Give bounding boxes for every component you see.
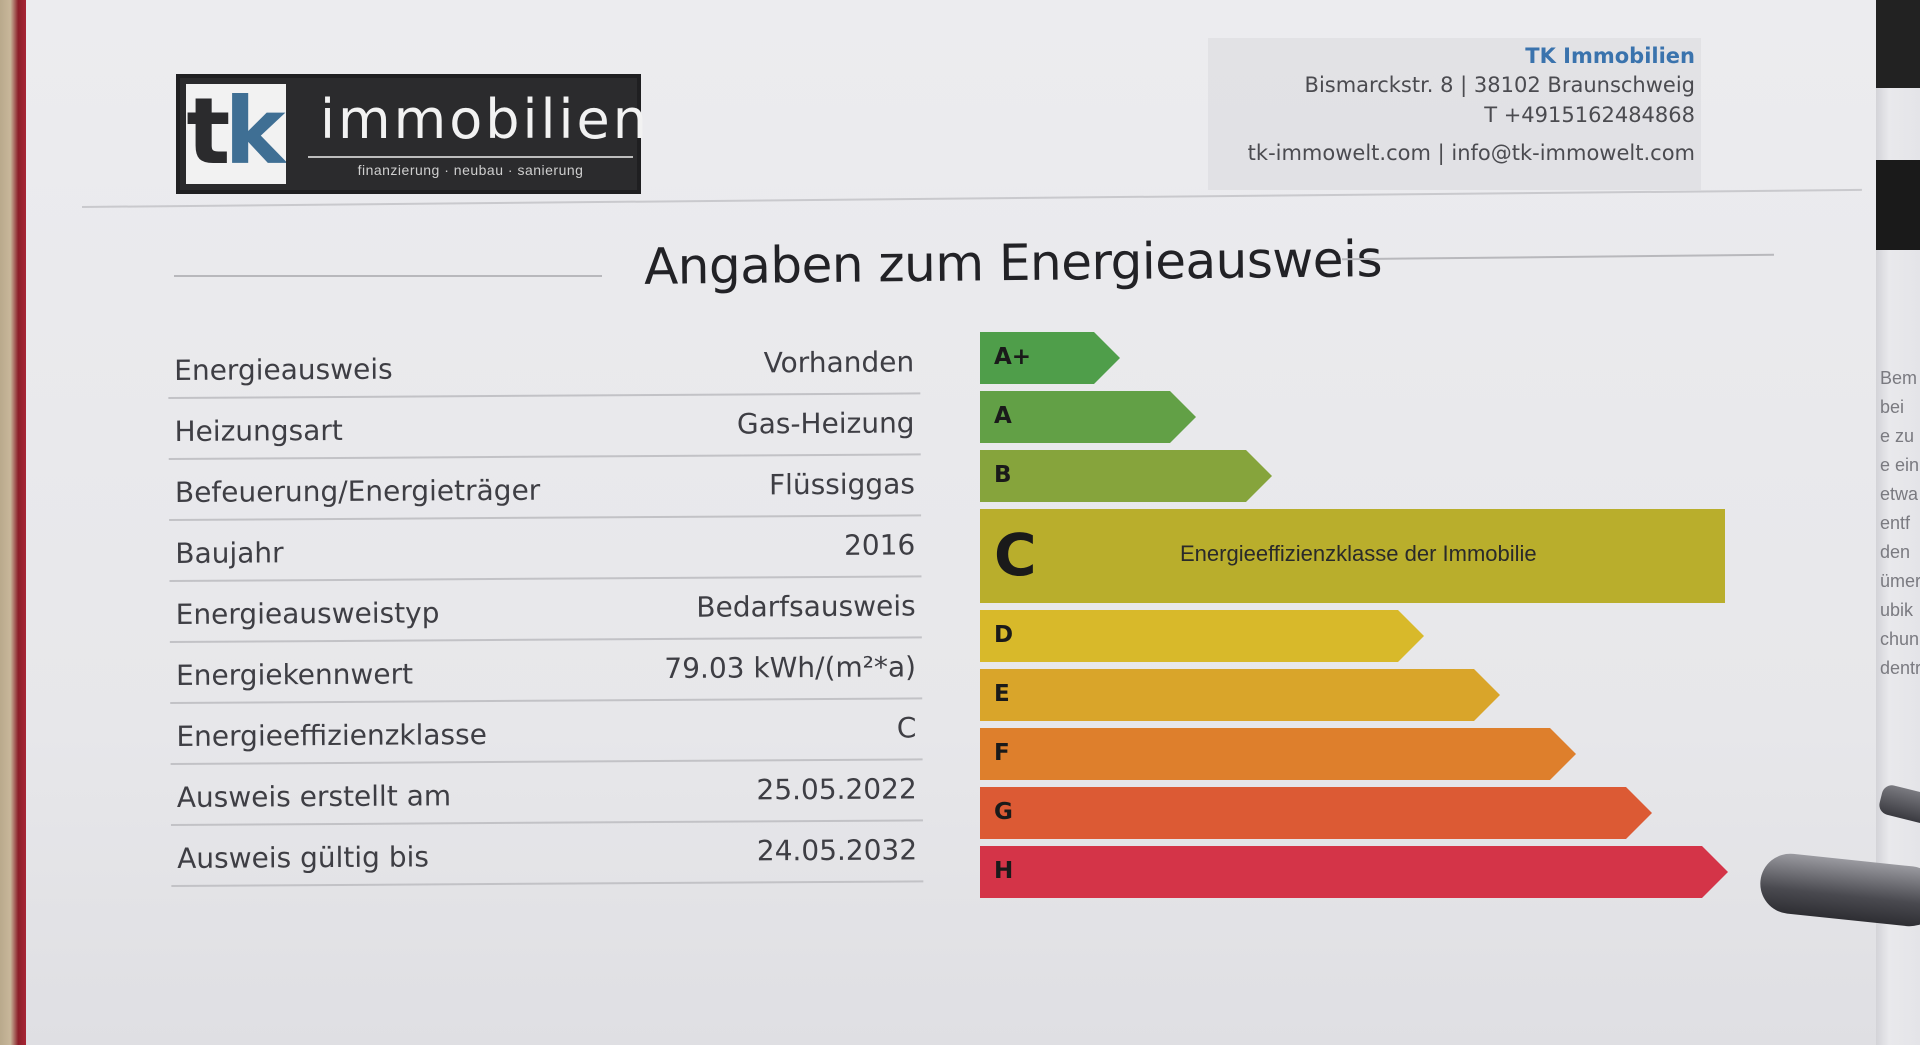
logo-divider [308, 156, 633, 158]
details-value: 25.05.2022 [756, 772, 917, 807]
energy-class-label: B [994, 462, 1012, 488]
details-value: Flüssiggas [768, 467, 916, 502]
logo-mark-t: t [186, 84, 230, 184]
details-label: Energiekennwert [175, 657, 414, 692]
edge-text-fragment: Bem [1880, 368, 1918, 388]
title-rule-right [1342, 253, 1774, 261]
details-value: 79.03 kWh/(m²*a) [664, 650, 917, 685]
edge-text-fragment: chun [1880, 629, 1920, 649]
energy-details-table: Energieausweis Vorhanden Heizungsart Gas-He… [168, 333, 924, 887]
energy-class-label: E [994, 681, 1010, 707]
details-row: Energiekennwert 79.03 kWh/(m²*a) [169, 638, 923, 704]
details-row: Energieausweistyp Bedarfsausweis [169, 577, 922, 643]
details-row: Ausweis gültig bis 24.05.2032 [170, 821, 924, 887]
details-label: Ausweis gültig bis [177, 840, 430, 875]
details-row: Befeuerung/Energieträger Flüssiggas [168, 455, 922, 521]
details-row: Ausweis erstellt am 25.05.2022 [170, 760, 923, 826]
energy-class-bar-aplus [980, 332, 1120, 384]
details-row: Energieeffizienzklasse C [170, 699, 923, 765]
details-row: Baujahr 2016 [169, 516, 922, 582]
energy-class-bar-a [980, 391, 1196, 443]
details-value: 24.05.2032 [756, 833, 918, 868]
edge-text-fragment: den [1880, 542, 1911, 562]
contact-web-mail: tk-immowelt.com | info@tk-immowelt.com [1247, 141, 1695, 165]
edge-dark-block-top [1876, 0, 1920, 88]
energy-class-label: A+ [994, 344, 1032, 370]
edge-text-fragment: e ein [1880, 455, 1920, 475]
contact-block: TK Immobilien Bismarckstr. 8 | 38102 Bra… [1207, 38, 1701, 190]
energy-class-label: H [994, 858, 1014, 884]
logo-mark-k: k [224, 84, 286, 184]
energy-class-bar-b [980, 450, 1272, 502]
contact-address: Bismarckstr. 8 | 38102 Braunschweig [1304, 73, 1695, 97]
details-label: Energieeffizienzklasse [176, 718, 487, 753]
selected-class-note: Energieeffizienzklasse der Immobilie [1180, 541, 1537, 566]
edge-text-fragment: e zu [1880, 426, 1915, 446]
edge-text-fragment: ubik [1880, 600, 1914, 620]
binder-edge [0, 0, 26, 1045]
details-value: 2016 [843, 528, 916, 562]
energy-class-bar-h [980, 846, 1728, 898]
details-label: Energieausweistyp [175, 596, 440, 631]
energy-class-label: D [994, 622, 1014, 648]
details-label: Ausweis erstellt am [176, 779, 452, 814]
details-value: C [896, 711, 917, 745]
energy-class-bar-g [980, 787, 1652, 839]
details-label: Heizungsart [174, 413, 343, 448]
logo-tagline: finanzierung · neubau · sanierung [357, 162, 584, 178]
energy-class-label: C [994, 521, 1037, 589]
edge-dark-block [1876, 160, 1920, 250]
edge-text-fragment: dentr [1880, 658, 1920, 678]
page-title: Angaben zum Energieausweis [643, 230, 1383, 296]
energy-efficiency-scale: A+ A B C Energieeffizienzklasse der Immobili… [980, 330, 1760, 898]
energy-class-bar-d [980, 610, 1424, 662]
details-value: Gas-Heizung [736, 406, 915, 441]
details-value: Bedarfsausweis [696, 589, 916, 624]
energy-class-bar-f [980, 728, 1576, 780]
energy-class-bar-e [980, 669, 1500, 721]
details-row: Energieausweis Vorhanden [168, 333, 921, 399]
energy-class-label: F [994, 740, 1010, 766]
details-label: Energieausweis [174, 352, 393, 387]
energy-class-label: G [994, 799, 1013, 825]
edge-text-fragment: ümer [1880, 571, 1920, 591]
contact-company: TK Immobilien [1525, 44, 1695, 68]
edge-text-fragment: entf [1880, 513, 1911, 533]
edge-text-fragment: bei [1880, 397, 1905, 417]
energy-class-bar-c [980, 509, 1725, 603]
details-label: Baujahr [175, 536, 284, 570]
details-row: Heizungsart Gas-Heizung [168, 394, 921, 460]
details-value: Vorhanden [763, 345, 915, 380]
contact-phone: T +4915162484868 [1484, 103, 1695, 127]
energy-scale-arrows [980, 332, 1728, 898]
edge-text-fragment: etwa [1880, 484, 1919, 504]
logo-wordmark: immobilien [320, 88, 650, 151]
energy-class-label: A [994, 403, 1012, 429]
details-label: Befeuerung/Energieträger [174, 473, 541, 509]
title-rule-left [174, 275, 602, 277]
